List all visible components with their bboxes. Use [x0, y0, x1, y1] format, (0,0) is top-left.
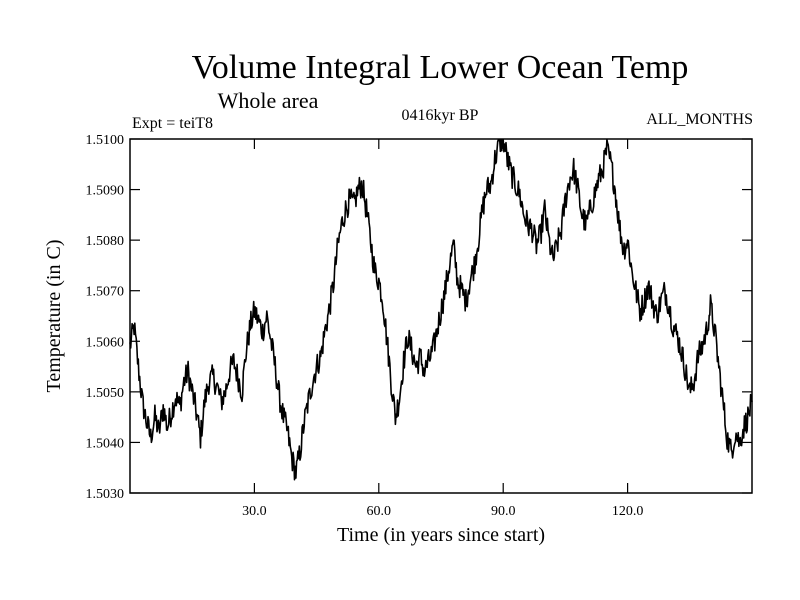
y-axis-label: Temperature (in C)	[43, 240, 65, 393]
y-tick-label: 1.5070	[86, 285, 125, 300]
x-tick-label: 60.0	[367, 504, 392, 519]
x-axis-label: Time (in years since start)	[337, 524, 545, 546]
y-tick-label: 1.5090	[86, 184, 125, 199]
y-tick-label: 1.5060	[86, 335, 125, 350]
months-label: ALL_MONTHS	[646, 111, 753, 128]
chart-title: Volume Integral Lower Ocean Temp	[192, 49, 689, 86]
chart-subtitle: Whole area	[218, 88, 319, 113]
y-tick-label: 1.5050	[86, 386, 125, 401]
y-tick-label: 1.5040	[86, 436, 125, 451]
y-tick-label: 1.5100	[86, 133, 125, 148]
y-axis-ticks: 1.5030 1.5040 1.5050 1.5060 1.5070 1.5080 1.50…	[86, 133, 752, 502]
y-tick-label: 1.5030	[86, 487, 125, 502]
data-series-group	[129, 138, 753, 481]
x-tick-label: 120.0	[612, 504, 644, 519]
plot-frame	[129, 138, 753, 494]
x-tick-label: 90.0	[491, 504, 516, 519]
experiment-label: Expt = teiT8	[132, 115, 213, 132]
x-tick-label: 30.0	[242, 504, 267, 519]
y-tick-label: 1.5080	[86, 234, 125, 249]
period-label: 0416kyr BP	[402, 107, 479, 124]
series-line	[129, 138, 753, 481]
x-axis-ticks: 30.0 60.0 90.0 120.0	[242, 139, 643, 519]
